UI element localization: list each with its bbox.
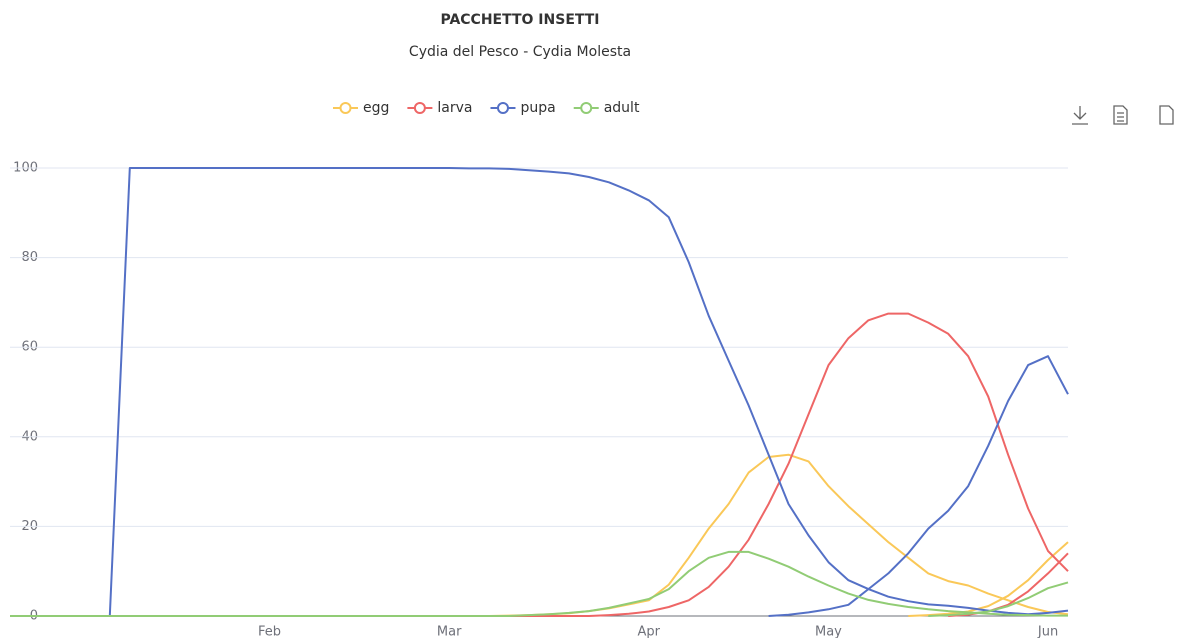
x-tick-label: Apr: [638, 625, 661, 639]
series-line: [10, 550, 1068, 617]
series-line: [928, 581, 1069, 617]
legend-item: pupa: [490, 100, 556, 116]
x-tick-label: Jun: [1037, 625, 1058, 639]
legend: egg larva pupa adult: [333, 100, 640, 116]
x-tick-label: Mar: [437, 625, 462, 639]
x-tick-label: Feb: [258, 625, 281, 639]
legend-item: adult: [573, 100, 640, 116]
series-line: [10, 167, 1069, 617]
data-view-icon[interactable]: [1113, 105, 1128, 125]
chart-subtitle: Cydia del Pesco - Cydia Molesta: [409, 44, 631, 60]
series-line: [768, 355, 1069, 617]
chart-title: PACCHETTO INSETTI: [440, 12, 599, 28]
series-line: [10, 453, 1069, 617]
save-icon[interactable]: [1072, 106, 1088, 125]
legend-marker: [413, 102, 426, 114]
legend-marker: [339, 102, 352, 114]
legend-label: adult: [604, 100, 640, 116]
series-line: [10, 312, 1069, 617]
legend-label: pupa: [520, 100, 555, 116]
legend-label: egg: [363, 100, 389, 116]
toolbox[interactable]: [1072, 105, 1174, 125]
legend-marker: [496, 102, 509, 114]
legend-marker: [580, 102, 593, 114]
legend-item: egg: [333, 100, 389, 116]
x-tick-label: May: [815, 625, 842, 639]
legend-item: larva: [407, 100, 472, 116]
legend-label: larva: [437, 100, 472, 116]
restore-icon[interactable]: [1159, 105, 1174, 125]
series-line: [908, 541, 1069, 617]
